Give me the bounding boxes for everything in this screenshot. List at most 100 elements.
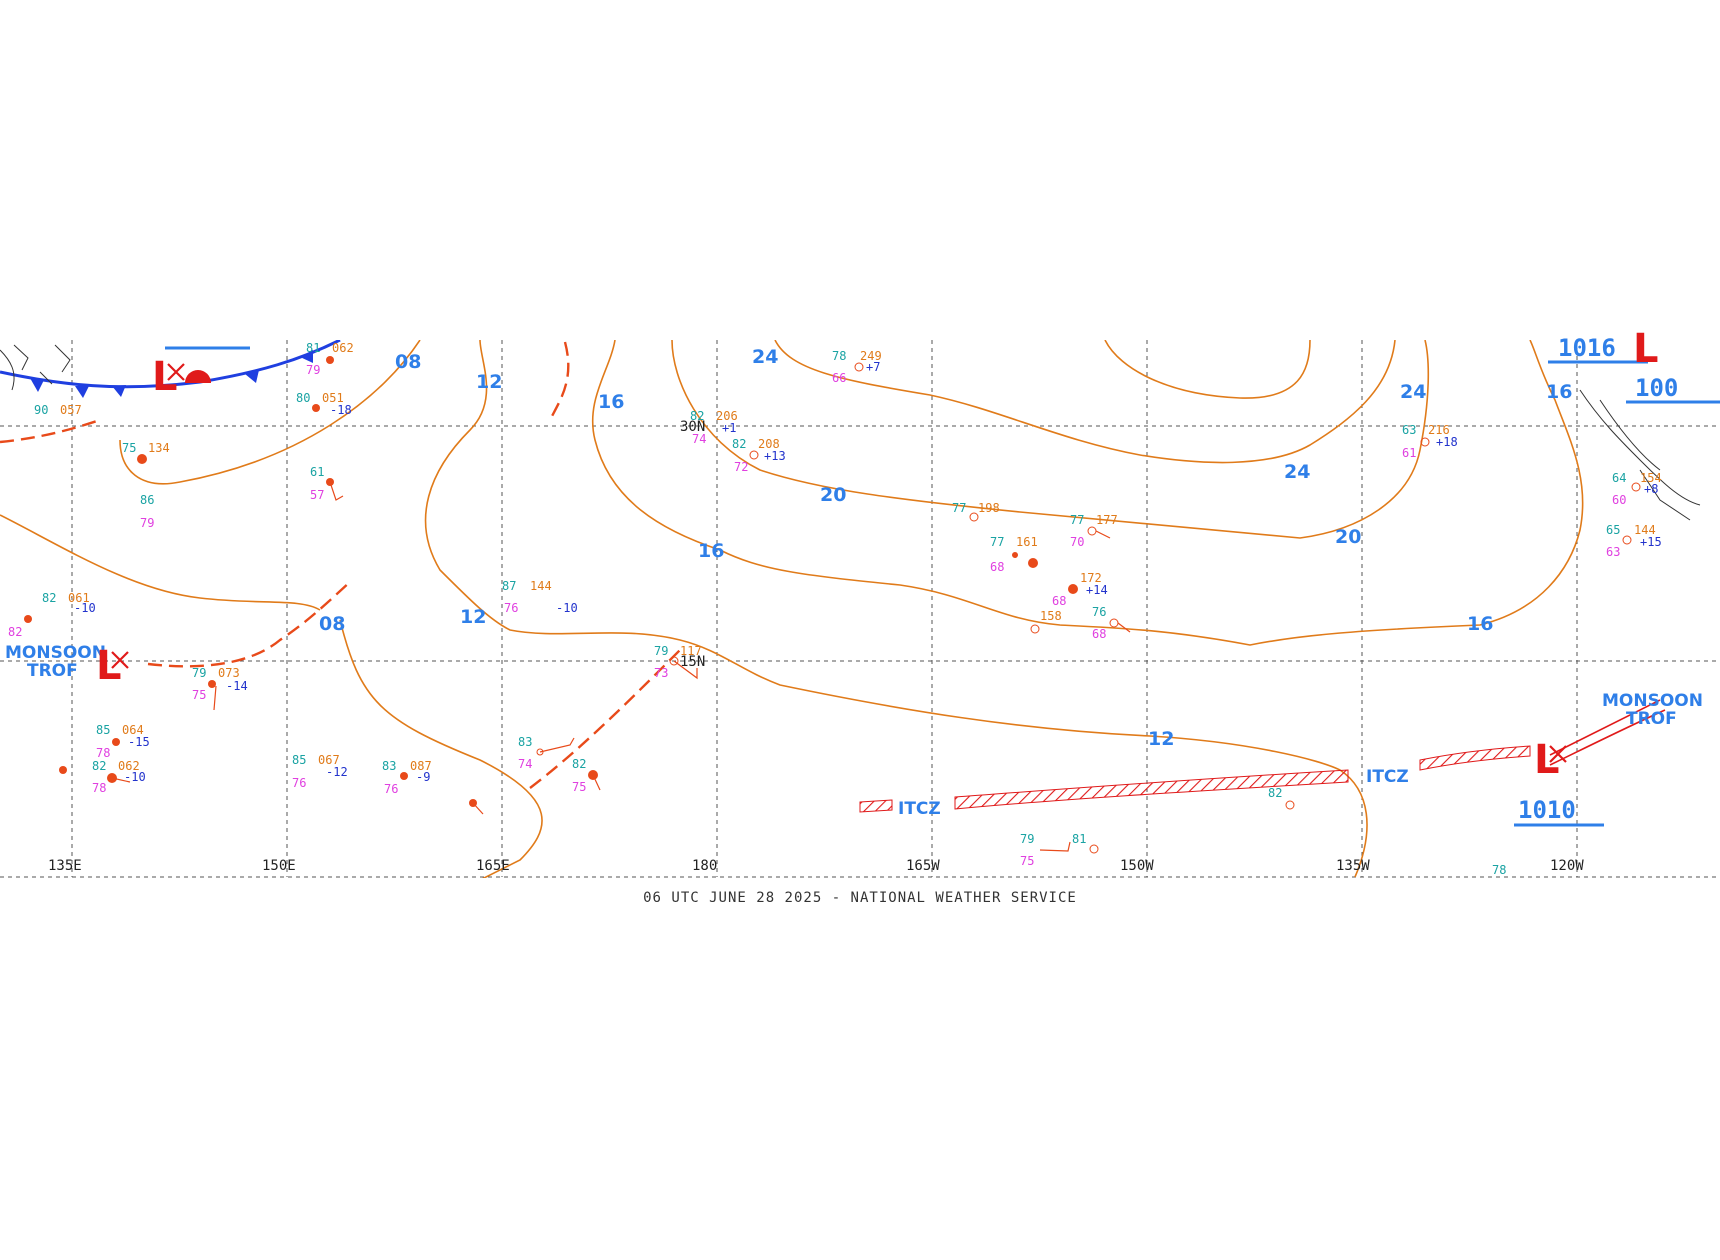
pressure-label-1016: 1016 — [1558, 334, 1616, 362]
svg-text:051: 051 — [322, 391, 344, 405]
svg-text:-12: -12 — [326, 765, 348, 779]
svg-text:79: 79 — [1020, 832, 1034, 846]
svg-text:154: 154 — [1640, 471, 1662, 485]
svg-text:198: 198 — [978, 501, 1000, 515]
svg-text:77: 77 — [1070, 513, 1084, 527]
isobar-label-12: 12 — [1148, 728, 1174, 750]
svg-text:161: 161 — [1016, 535, 1038, 549]
svg-text:79: 79 — [140, 516, 154, 530]
svg-text:68: 68 — [990, 560, 1004, 574]
svg-text:144: 144 — [1634, 523, 1656, 537]
monsoon-trof-label-east-line2: TROF — [1626, 709, 1677, 729]
isobar-label-12: 12 — [460, 606, 486, 628]
svg-text:+1: +1 — [722, 421, 736, 435]
isobars — [0, 340, 1584, 878]
svg-text:-9: -9 — [416, 770, 430, 784]
svg-text:77: 77 — [990, 535, 1004, 549]
svg-text:76: 76 — [504, 601, 518, 615]
svg-text:+14: +14 — [1086, 583, 1108, 597]
pressure-label-1010: 1010 — [1518, 796, 1576, 824]
svg-text:82: 82 — [1268, 786, 1282, 800]
svg-text:86: 86 — [140, 493, 154, 507]
svg-text:067: 067 — [318, 753, 340, 767]
svg-text:79: 79 — [306, 363, 320, 377]
isobar-label-20: 20 — [1335, 526, 1361, 548]
pressure-label-100: 100 — [1635, 374, 1678, 402]
svg-text:90: 90 — [34, 403, 48, 417]
svg-text:75: 75 — [122, 441, 136, 455]
svg-text:057: 057 — [60, 403, 82, 417]
svg-text:062: 062 — [118, 759, 140, 773]
itcz-label: ITCZ — [1366, 767, 1409, 787]
svg-text:85: 85 — [96, 723, 110, 737]
low-symbol-northeast: L — [1633, 326, 1659, 372]
svg-text:249: 249 — [860, 349, 882, 363]
isobar-label-16: 16 — [1467, 613, 1493, 635]
svg-text:78: 78 — [92, 781, 106, 795]
isobar-label-24: 24 — [1400, 381, 1426, 403]
svg-text:064: 064 — [122, 723, 144, 737]
map-footer-caption: 06 UTC JUNE 28 2025 - NATIONAL WEATHER S… — [643, 890, 1077, 906]
itcz-band — [859, 699, 1666, 813]
svg-text:82: 82 — [8, 625, 22, 639]
svg-text:85: 85 — [292, 753, 306, 767]
isobar-label-24: 24 — [1284, 461, 1310, 483]
svg-text:78: 78 — [1492, 863, 1506, 877]
low-symbol-west: L — [96, 643, 122, 689]
svg-text:63: 63 — [1402, 423, 1416, 437]
svg-text:+7: +7 — [866, 360, 880, 374]
svg-text:+13: +13 — [764, 449, 786, 463]
low-pressure-symbols: L L L L — [96, 326, 1659, 783]
svg-text:72: 72 — [734, 460, 748, 474]
svg-text:66: 66 — [832, 371, 846, 385]
isobar-label-08: 08 — [395, 351, 421, 373]
svg-text:78: 78 — [96, 746, 110, 760]
svg-text:74: 74 — [518, 757, 532, 771]
low-symbol-northwest: L — [152, 354, 178, 400]
svg-text:177: 177 — [1096, 513, 1118, 527]
svg-text:76: 76 — [292, 776, 306, 790]
svg-text:062: 062 — [332, 341, 354, 355]
lon-label-135e: 135E — [48, 858, 82, 874]
monsoon-trof-label-east-line1: MONSOON — [1602, 691, 1703, 711]
svg-text:+18: +18 — [1436, 435, 1458, 449]
svg-text:+15: +15 — [1640, 535, 1662, 549]
svg-text:68: 68 — [1092, 627, 1106, 641]
isobar-label-16: 16 — [1546, 381, 1572, 403]
lon-label-150w: 150W — [1120, 858, 1154, 874]
isobar-label-08: 08 — [319, 613, 345, 635]
svg-text:87: 87 — [502, 579, 516, 593]
svg-text:-15: -15 — [128, 735, 150, 749]
svg-text:70: 70 — [1070, 535, 1084, 549]
svg-text:79: 79 — [654, 644, 668, 658]
station-observations: 78 249 66 +7 82 206 74 +1 82 208 72 +13 … — [8, 341, 1662, 877]
isobar-label-12: 12 — [476, 371, 502, 393]
lon-label-150e: 150E — [262, 858, 296, 874]
svg-text:83: 83 — [382, 759, 396, 773]
lon-label-120w: 120W — [1550, 858, 1584, 874]
svg-text:61: 61 — [310, 465, 324, 479]
svg-text:75: 75 — [572, 780, 586, 794]
svg-text:75: 75 — [192, 688, 206, 702]
svg-text:172: 172 — [1080, 571, 1102, 585]
isobar-label-16: 16 — [598, 391, 624, 413]
lon-label-165e: 165E — [476, 858, 510, 874]
lat-label-30n: 30N — [680, 419, 705, 435]
coastlines — [0, 344, 1701, 521]
lon-label-135w: 135W — [1336, 858, 1370, 874]
svg-text:82: 82 — [42, 591, 56, 605]
svg-text:64: 64 — [1612, 471, 1626, 485]
svg-text:68: 68 — [1052, 594, 1066, 608]
svg-text:208: 208 — [758, 437, 780, 451]
svg-text:82: 82 — [92, 759, 106, 773]
low-symbol-east: L — [1534, 737, 1560, 783]
lon-label-165w: 165W — [906, 858, 940, 874]
graticule — [0, 340, 1720, 878]
svg-text:77: 77 — [952, 501, 966, 515]
svg-text:74: 74 — [692, 432, 706, 446]
wind-barbs — [111, 481, 1131, 852]
isobar-label-20: 20 — [820, 484, 846, 506]
monsoon-trof-label-west-line1: MONSOON — [5, 643, 106, 663]
svg-text:134: 134 — [148, 441, 170, 455]
